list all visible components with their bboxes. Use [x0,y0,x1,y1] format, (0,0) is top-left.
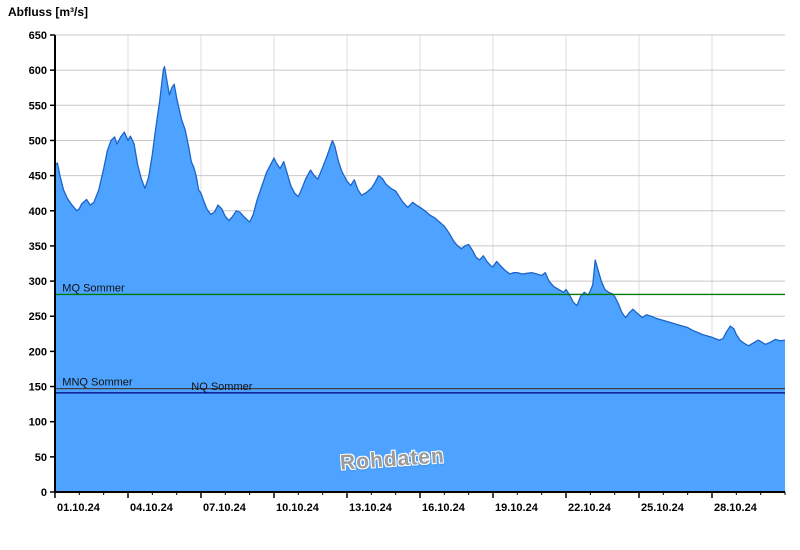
discharge-area [55,66,785,492]
y-tick-label: 400 [29,206,47,218]
discharge-line [54,65,786,347]
y-tick-label: 100 [29,417,47,429]
y-axis-title: Abfluss [m³/s] [8,5,89,19]
y-tick-label: 50 [35,452,47,464]
y-tick-label: 600 [29,65,47,77]
x-tick-label: 25.10.24 [641,502,685,514]
y-tick-label: 300 [29,276,47,288]
x-tick-label: 10.10.24 [276,502,320,514]
x-tick-label: 13.10.24 [349,502,393,514]
y-tick-label: 550 [29,100,47,112]
x-tick-label: 16.10.24 [422,502,466,514]
y-tick-label: 500 [29,135,47,147]
x-tick-label: 22.10.24 [568,502,612,514]
y-tick-label: 650 [29,30,47,42]
ref-line-label-mq-sommer: MQ Sommer [62,282,125,294]
y-tick-label: 200 [29,346,47,358]
x-tick-label: 07.10.24 [203,502,247,514]
y-tick-label: 150 [29,382,47,394]
x-tick-label: 01.10.24 [57,502,101,514]
y-tick-label: 250 [29,311,47,323]
x-tick-label: 28.10.24 [714,502,758,514]
y-tick-label: 0 [41,487,47,499]
ref-line-label-nq-sommer: NQ Sommer [191,381,252,393]
x-tick-label: 19.10.24 [495,502,539,514]
y-tick-label: 450 [29,171,47,183]
x-tick-label: 04.10.24 [130,502,174,514]
ref-line-label-mnq-sommer: MNQ Sommer [62,377,133,389]
y-tick-label: 350 [29,241,47,253]
